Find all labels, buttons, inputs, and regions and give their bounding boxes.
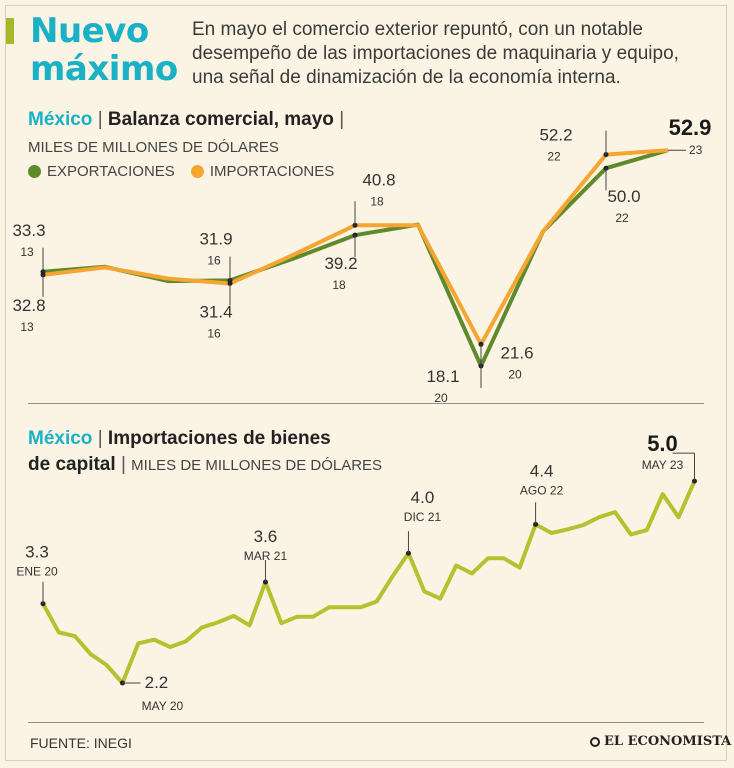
- capital-annotation-value-latest: 5.0: [647, 431, 678, 456]
- headline-line-1: Nuevo: [30, 11, 149, 51]
- legend-exports-swatch: [28, 165, 41, 178]
- capital-imports-line: [41, 480, 697, 685]
- legend-imports: IMPORTACIONES: [190, 163, 335, 180]
- headline-line-2: máximo: [30, 49, 178, 89]
- capital-annotation-label: MAR 21: [244, 549, 288, 563]
- capital-annotation-label: AGO 22: [520, 483, 564, 497]
- capital-chart-title-line-2: de capital: [28, 454, 116, 475]
- capital-annotation-value: 3.3: [25, 543, 49, 562]
- trade-annotation-value: 50.0: [607, 187, 640, 206]
- capital-annotation-label-latest: MAY 23: [642, 458, 684, 472]
- outer-frame: [5, 5, 727, 761]
- trade-annotation-year: 18: [370, 194, 384, 208]
- capital-annotation-label: MAY 20: [142, 699, 184, 713]
- capital-annotation-label: ENE 20: [16, 565, 58, 579]
- trade-chart-title-text: Balanza comercial, mayo: [107, 109, 334, 130]
- section-divider: [28, 403, 704, 404]
- trade-annotation-value: 40.8: [362, 170, 395, 189]
- intro-text: En mayo el comercio exterior repuntó, co…: [192, 19, 679, 88]
- trade-annotation-value: 39.2: [324, 254, 357, 273]
- trade-annotation-value: 21.6: [500, 343, 533, 362]
- capital-chart-title: México | Importaciones de bienes: [28, 428, 331, 449]
- trade-chart-country: México: [28, 109, 93, 130]
- brand-logo: EL ECONOMISTA: [590, 734, 731, 749]
- footer-divider: [28, 722, 704, 723]
- capital-chart-title-2: de capital | MILES DE MILLONES DE DÓLARE…: [28, 454, 383, 475]
- trade-annotation-value: 32.8: [12, 296, 45, 315]
- trade-annotation-year: 22: [615, 211, 629, 225]
- legend-exports: EXPORTACIONES: [28, 163, 175, 180]
- trade-chart-unit: MILES DE MILLONES DE DÓLARES: [28, 139, 279, 156]
- trade-annotation-year: 13: [20, 245, 34, 259]
- trade-chart-legend: EXPORTACIONES IMPORTACIONES: [28, 163, 350, 180]
- accent-bar: [6, 18, 14, 44]
- source-note: FUENTE: INEGI: [30, 735, 132, 751]
- trade-annotation-value: 18.1: [426, 367, 459, 386]
- capital-chart-unit: MILES DE MILLONES DE DÓLARES: [131, 457, 383, 474]
- capital-annotation-value: 2.2: [145, 673, 169, 692]
- trade-annotation-value: 31.4: [199, 303, 232, 322]
- capital-annotation-value: 4.4: [530, 461, 554, 480]
- capital-annotation-label: DIC 21: [404, 510, 442, 524]
- trade-annotation-year: 16: [207, 327, 221, 341]
- capital-chart-country: México: [28, 428, 93, 449]
- capital-chart-title-line-1: Importaciones de bienes: [107, 428, 331, 449]
- trade-annotation-year: 18: [332, 278, 346, 292]
- trade-annotation-year: 16: [207, 253, 221, 267]
- capital-annotation-value: 4.0: [411, 488, 435, 507]
- legend-imports-swatch: [190, 165, 204, 178]
- headline: Nuevo máximo: [30, 12, 178, 88]
- trade-annotation-value: 31.9: [199, 229, 232, 248]
- trade-chart-title: México | Balanza comercial, mayo |: [28, 109, 345, 130]
- trade-annotation-value-latest: 52.9: [669, 115, 712, 140]
- brand-logo-text: EL ECONOMISTA: [604, 734, 732, 749]
- legend-imports-label: IMPORTACIONES: [209, 163, 335, 180]
- trade-annotation-year: 20: [434, 391, 448, 405]
- legend-exports-label: EXPORTACIONES: [47, 163, 175, 180]
- trade-annotation-year: 20: [508, 367, 522, 381]
- trade-annotation-value: 52.2: [539, 126, 572, 145]
- capital-annotation-value: 3.6: [254, 527, 278, 546]
- trade-annotation-year-latest: 23: [689, 143, 703, 157]
- trade-annotation-year: 13: [20, 320, 34, 334]
- trade-annotation-year: 22: [547, 150, 561, 164]
- brand-logo-icon: [590, 736, 600, 747]
- trade-annotation-value: 33.3: [12, 221, 45, 240]
